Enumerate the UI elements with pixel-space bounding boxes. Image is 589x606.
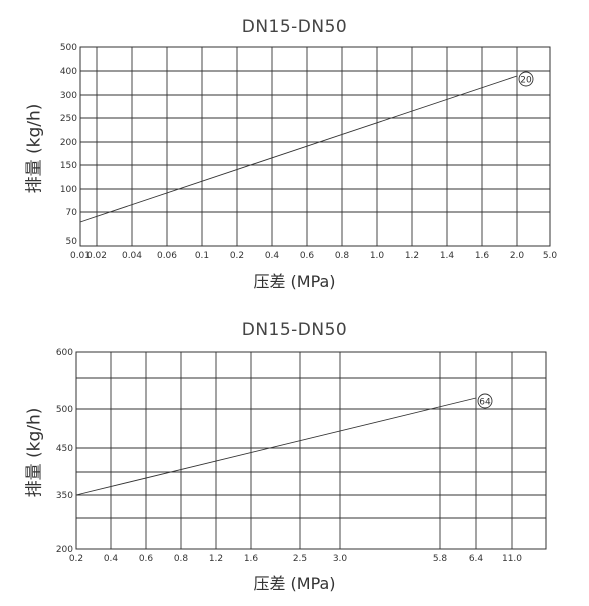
chart-1-frame [79,46,551,247]
chart-1-x-tick-label: 2.0 [510,251,525,261]
chart-1-x-tick-label: 1.4 [440,251,455,261]
chart-1-x-tick-label: 0.8 [335,251,350,261]
chart-1-x-tick-label: 1.2 [405,251,419,261]
chart-2-title: DN15-DN50 [241,320,348,340]
chart-1-y-tick-label: 150 [60,161,77,171]
chart-2-y-axis-label: 排量 (kg/h) [24,407,45,498]
chart-1-x-tick-label: 0.2 [230,251,244,261]
chart-1-x-tick-label: 0.01 [70,251,90,261]
chart-2-x-axis-label: 压差 (MPa) [253,574,336,593]
chart-1-y-tick-label: 50 [66,237,78,247]
chart-1-series-line [79,75,518,223]
chart-1-title: DN15-DN50 [241,17,348,37]
chart-1-x-tick-label: 1.0 [370,251,385,261]
chart-1-x-axis-label: 压差 (MPa) [253,272,336,291]
chart-1-x-tick-label: 0.1 [195,251,209,261]
chart-1-y-tick-label: 200 [60,138,77,148]
chart-1-y-tick-label: 600 [60,0,77,3]
chart-1-x-tick-label: 0.04 [122,251,142,261]
chart-1-y-tick-label: 250 [60,114,77,124]
chart-1-x-tick-label: 1.6 [475,251,490,261]
chart-1-x-tick-label: 0.4 [265,251,280,261]
chart-1-x-tick-label: 0.06 [157,251,177,261]
chart-1-series-marker [518,71,534,87]
chart-1-series-label: 20 [520,76,532,86]
chart-1-y-tick-label: 70 [66,208,78,218]
chart-1-x-tick-label: 0.6 [300,251,315,261]
chart-1-y-tick-label: 500 [60,43,77,53]
chart-1-y-tick-label: 100 [60,185,77,195]
chart-1-y-tick-label: 400 [60,67,77,77]
chart-1-y-tick-label: 300 [60,91,77,101]
chart-1-x-tick-label: 5.0 [543,251,558,261]
chart-1-x-tick-label: 0.02 [87,251,107,261]
